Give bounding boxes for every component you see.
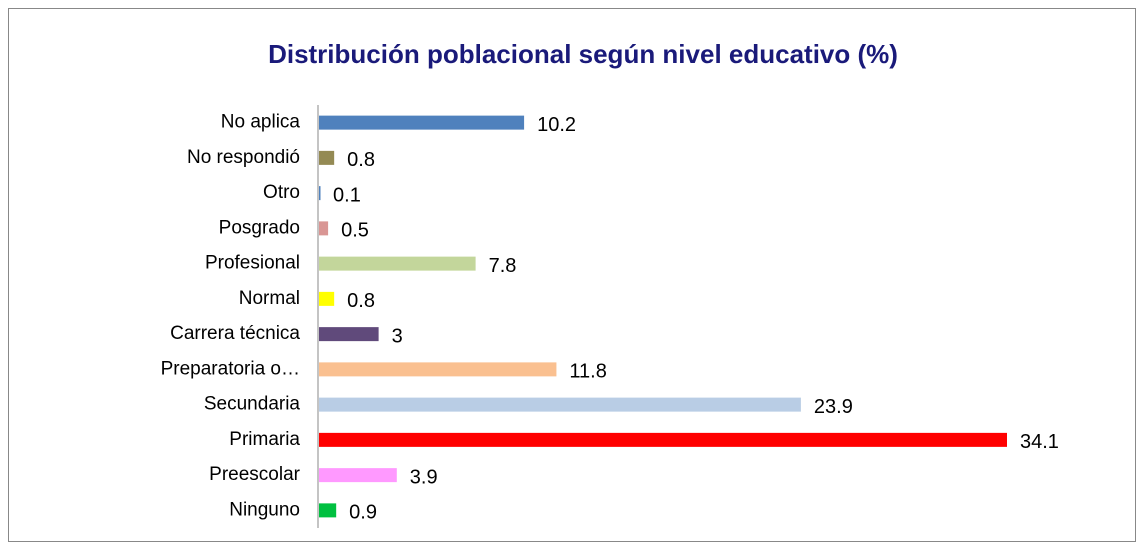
y-tick-label: No respondió — [187, 147, 300, 168]
data-label: 0.8 — [347, 290, 375, 312]
data-label: 7.8 — [489, 255, 517, 277]
bar — [319, 397, 801, 412]
bar — [319, 468, 397, 483]
data-label: 0.9 — [349, 502, 377, 524]
bar — [319, 186, 321, 201]
chart-title: Distribución poblacional según nivel edu… — [268, 39, 898, 69]
bar — [319, 256, 476, 271]
y-tick-label: Secundaria — [204, 394, 301, 415]
y-tick-label: Carrera técnica — [170, 323, 300, 344]
y-tick-label: Primaria — [229, 429, 300, 450]
y-tick-label: Preescolar — [209, 464, 300, 485]
bar — [319, 432, 1007, 447]
data-label: 23.9 — [814, 396, 853, 418]
data-label: 0.1 — [333, 184, 361, 206]
bar — [319, 327, 379, 342]
data-label: 0.5 — [341, 220, 369, 242]
data-label: 34.1 — [1020, 431, 1059, 453]
y-tick-label: Otro — [263, 182, 300, 203]
bar — [319, 291, 335, 306]
bar — [319, 503, 337, 518]
data-label: 10.2 — [537, 114, 576, 136]
bar — [319, 221, 329, 236]
data-label: 11.8 — [569, 361, 606, 383]
y-tick-label: Ninguno — [229, 499, 300, 520]
y-tick-label: Profesional — [205, 253, 300, 274]
data-label: 0.8 — [347, 149, 375, 171]
bar — [319, 115, 525, 130]
chart-frame — [8, 8, 1136, 542]
y-tick-label: Posgrado — [219, 217, 300, 238]
y-tick-label: Normal — [239, 288, 300, 309]
y-tick-label: No aplica — [221, 112, 301, 133]
data-label: 3 — [392, 325, 403, 347]
bar — [319, 150, 335, 165]
bar — [319, 362, 557, 377]
y-tick-label: Preparatoria o… — [161, 358, 300, 379]
data-label: 3.9 — [410, 466, 438, 488]
